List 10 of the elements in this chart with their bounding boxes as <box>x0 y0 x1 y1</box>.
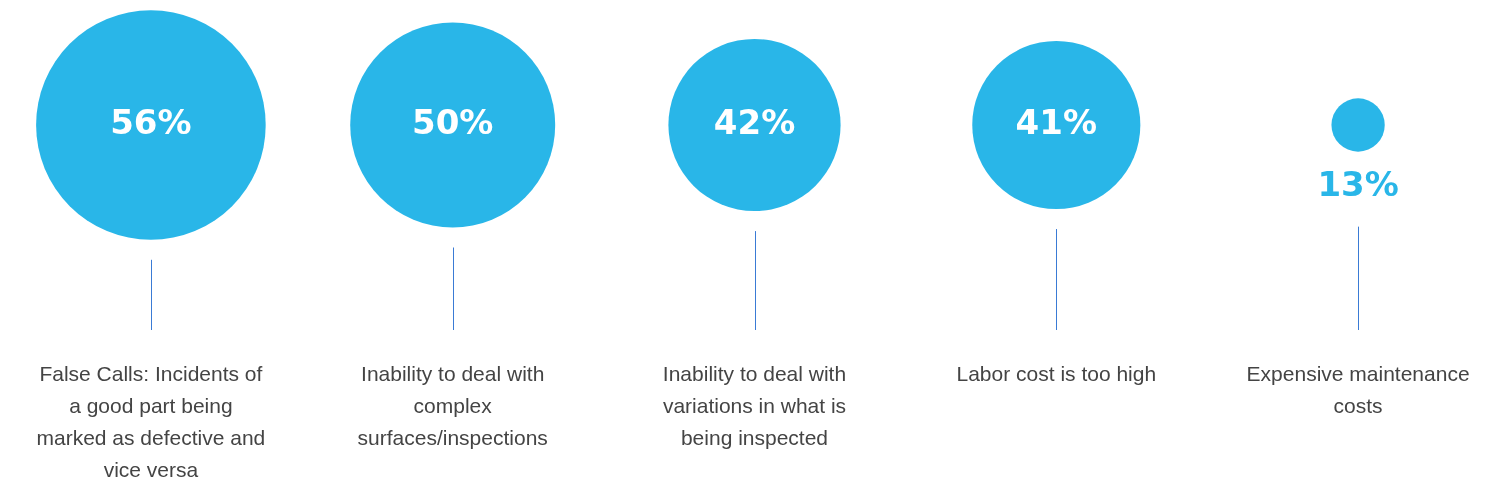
data-label: 56% <box>110 101 192 142</box>
data-label: 41% <box>1015 101 1097 142</box>
category-label: False Calls: Incidents of a good part being marked as defective and vice versa <box>35 361 267 480</box>
category-label: Labor cost is too high <box>955 361 1158 387</box>
category-label: Inability to deal with complex surfaces/inspections <box>356 361 549 451</box>
category-label: Inability to deal with variations in what is being inspected <box>661 361 848 451</box>
data-label: 42% <box>713 101 796 142</box>
data-label: 50% <box>412 101 494 142</box>
category-label: Expensive maintenance costs <box>1245 361 1471 419</box>
data-label: 13% <box>1317 164 1399 205</box>
